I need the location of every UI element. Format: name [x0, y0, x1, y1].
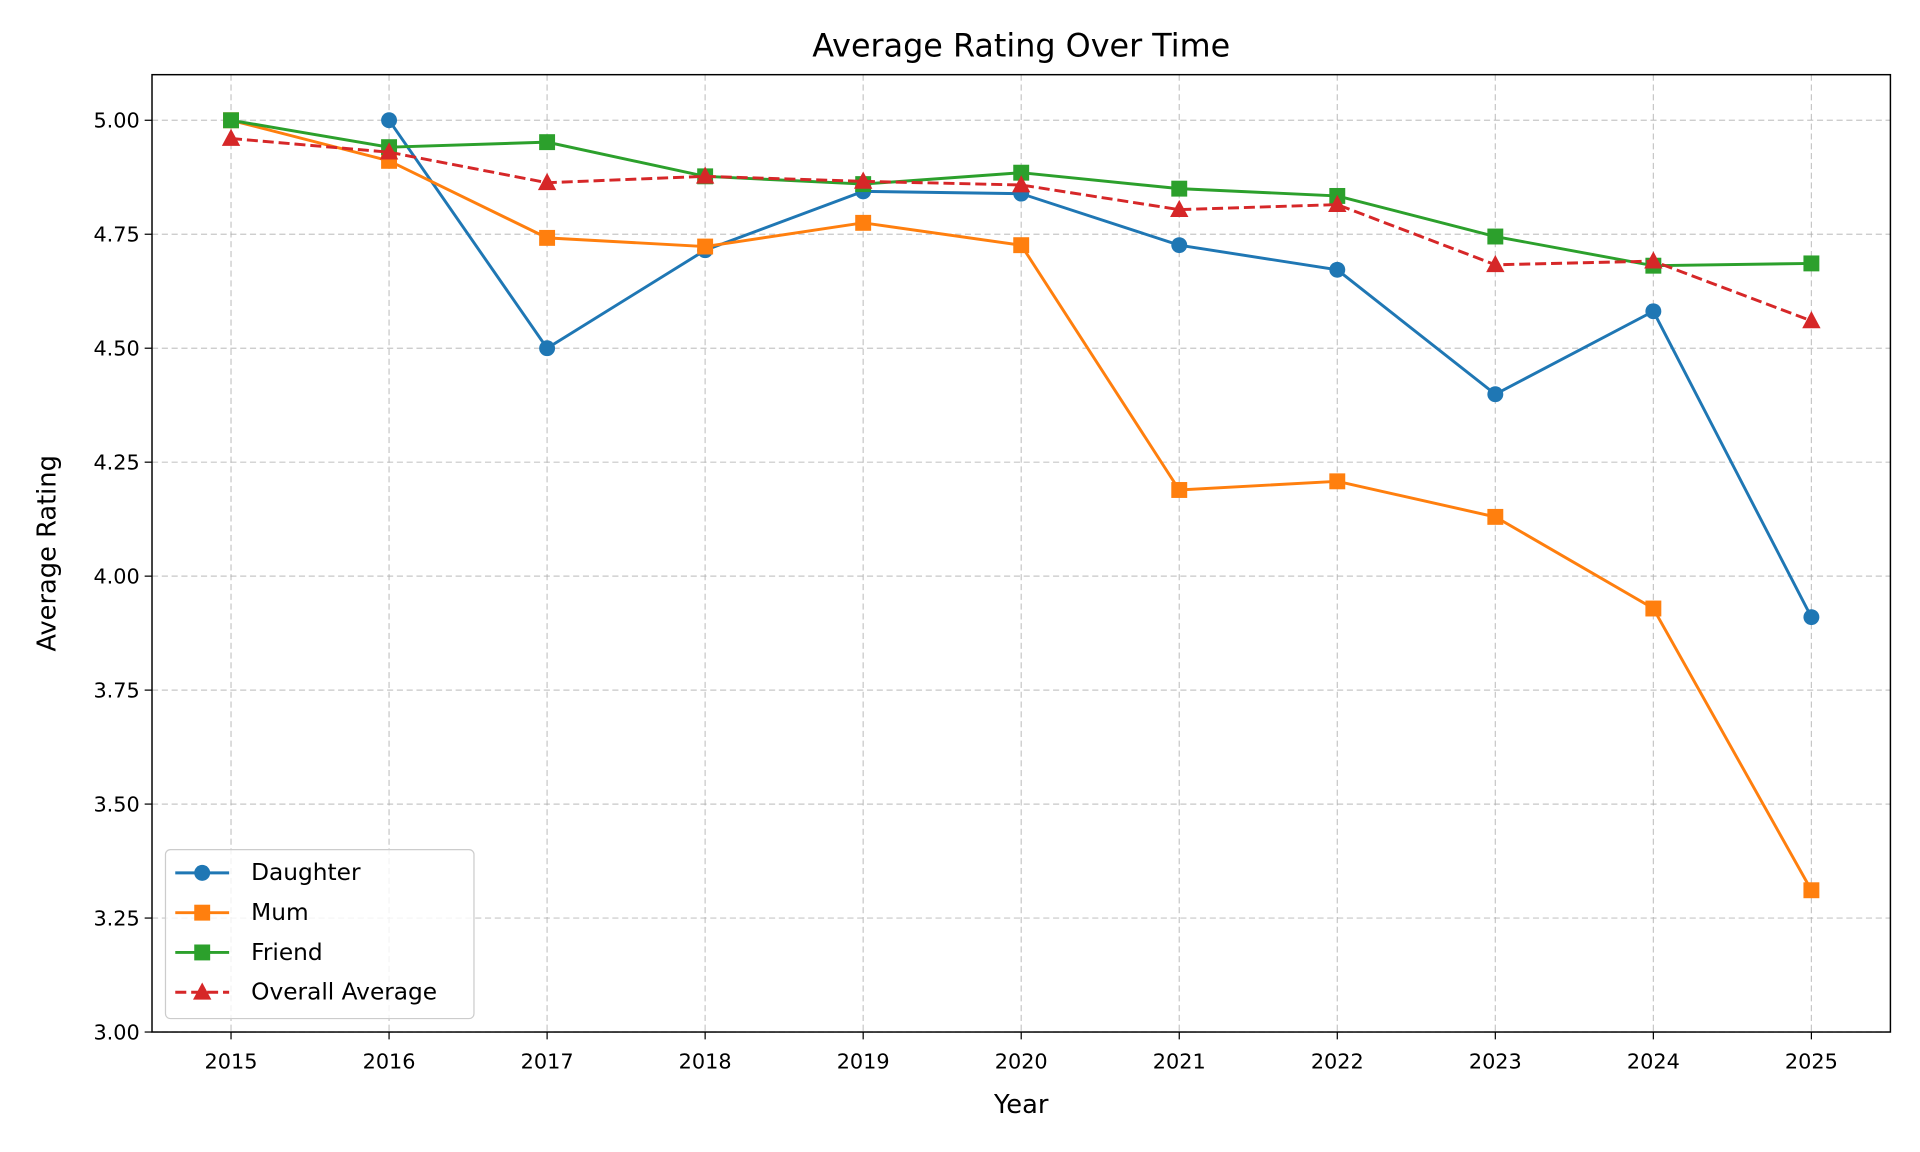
data-point	[1645, 600, 1662, 617]
legend-marker	[194, 864, 211, 881]
y-tick-label: 5.00	[93, 109, 139, 133]
data-point	[1644, 251, 1663, 269]
data-point	[1487, 386, 1504, 403]
data-point	[381, 112, 398, 129]
series-daughter	[381, 112, 1820, 626]
data-point	[1328, 194, 1347, 212]
legend-marker	[193, 982, 212, 1000]
y-tick-label: 4.75	[93, 223, 139, 247]
x-tick-label: 2019	[837, 1050, 890, 1074]
data-point	[1487, 508, 1504, 525]
data-point	[855, 214, 872, 231]
data-point	[1170, 199, 1189, 217]
data-point	[539, 229, 556, 246]
x-tick-label: 2023	[1469, 1050, 1522, 1074]
legend-label: Mum	[251, 899, 308, 926]
chart-title: Average Rating Over Time	[812, 26, 1230, 64]
y-tick-label: 3.00	[93, 1020, 139, 1044]
x-tick-label: 2017	[521, 1050, 574, 1074]
x-tick-label: 2022	[1311, 1050, 1364, 1074]
x-axis-label: Year	[993, 1090, 1049, 1120]
y-tick-label: 3.50	[93, 792, 139, 816]
legend-label: Daughter	[251, 859, 361, 886]
legend-marker	[194, 904, 211, 921]
y-tick-label: 3.25	[93, 906, 139, 930]
y-axis-label: Average Rating	[32, 455, 62, 651]
legend-marker	[194, 944, 211, 961]
x-tick-label: 2015	[205, 1050, 258, 1074]
x-tick-label: 2025	[1785, 1050, 1838, 1074]
data-point	[221, 128, 241, 146]
x-tick-label: 2020	[995, 1050, 1048, 1074]
data-point	[1171, 180, 1188, 197]
data-point	[1487, 228, 1504, 245]
series-group	[221, 112, 1821, 899]
data-point	[1645, 303, 1662, 320]
data-point	[539, 340, 556, 357]
data-point	[539, 134, 556, 151]
x-tick-label: 2024	[1627, 1050, 1680, 1074]
data-point	[695, 166, 715, 184]
y-tick-label: 4.25	[93, 451, 139, 475]
data-point	[1013, 237, 1030, 254]
series-overall-average	[221, 128, 1821, 329]
data-point	[1171, 482, 1188, 498]
x-tick-label: 2018	[679, 1050, 732, 1074]
data-point	[853, 171, 873, 189]
legend-label: Overall Average	[251, 979, 437, 1006]
data-point	[1012, 175, 1031, 193]
legend: Daughter Mum Friend Overall Average	[164, 849, 475, 1020]
data-point	[697, 238, 714, 255]
y-tick-label: 4.00	[93, 564, 139, 588]
y-tick-label: 3.75	[93, 678, 139, 702]
data-point	[379, 142, 399, 160]
data-point	[1329, 473, 1346, 490]
data-point	[1803, 882, 1820, 899]
y-tick-label: 4.50	[93, 337, 139, 361]
x-tick-label: 2016	[363, 1050, 416, 1074]
data-point	[1802, 311, 1821, 329]
series-line	[387, 119, 1813, 618]
x-tick-label: 2021	[1153, 1050, 1206, 1074]
legend-box	[164, 849, 475, 1020]
data-point	[1171, 237, 1188, 254]
data-point	[1803, 255, 1820, 272]
data-point	[223, 112, 239, 129]
data-point	[1803, 609, 1820, 626]
legend-label: Friend	[251, 939, 322, 966]
data-point	[1329, 261, 1346, 278]
data-point	[1013, 164, 1030, 181]
axis-ticks: 2015 2016 2017 2018 2019 2020 2021 2022 2023 2024…	[93, 109, 1837, 1074]
data-point	[537, 172, 557, 191]
data-point	[1486, 254, 1505, 273]
